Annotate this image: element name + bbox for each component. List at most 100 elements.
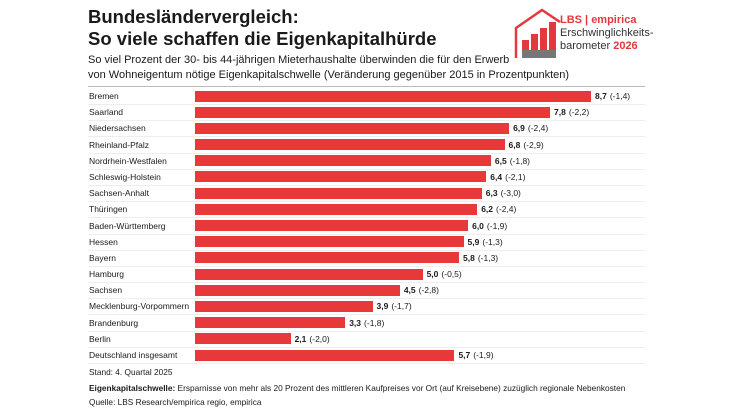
change: (-2,0) [309,333,330,344]
row-divider [88,363,645,365]
row-divider [88,168,645,170]
value-label: 2,1 (-2,0) [295,334,330,344]
logo-brand: LBS | empirica [560,14,637,26]
category-label: Sachsen [89,285,123,296]
logo-year: 2026 [613,40,638,52]
value-label: 6,5 (-1,8) [495,156,530,166]
bar [195,122,510,134]
bar [195,171,487,183]
value: 6,5 [494,155,507,166]
value: 5,7 [458,350,471,361]
bar [195,300,373,312]
category-label: Thüringen [89,204,128,215]
row-divider [88,346,645,348]
category-label: Sachsen-Anhalt [89,188,150,199]
change: (-2,1) [505,171,526,182]
value-label: 7,8 (-2,2) [554,107,589,117]
definition-note: Eigenkapitalschwelle: Ersparnisse von me… [89,383,625,393]
value-label: 5,8 (-1,3) [463,253,498,263]
bar [195,220,469,232]
bar [195,317,346,329]
row-divider [88,136,645,138]
change: (-1,3) [477,252,499,263]
subtitle-line-1: So viel Prozent der 30- bis 44-jährigen … [88,54,510,66]
row-divider [88,298,645,300]
title-line-2: So viele schaffen die Eigenkapitalhürde [88,28,437,49]
row-divider [88,249,645,251]
category-label: Mecklenburg-Vorpommern [89,301,190,312]
change: (-1,8) [509,155,530,166]
definition-text: Ersparnisse von mehr als 20 Prozent des … [175,383,626,393]
bar [195,155,491,167]
bar [195,333,291,345]
row-divider [88,201,645,203]
value: 6,3 [485,188,498,199]
bar [195,236,464,248]
value-label: 3,3 (-1,8) [349,318,384,328]
change: (-1,9) [473,350,494,361]
stand-note: Stand: 4. Quartal 2025 [89,367,173,377]
value: 6,2 [481,204,494,215]
value: 6,0 [472,220,484,231]
change: (-1,4) [609,91,631,101]
row-divider [88,184,645,186]
value: 6,8 [508,139,521,150]
value: 6,9 [513,123,525,134]
category-label: Baden-Württemberg [89,220,166,231]
logo-text: LBS | empirica Erschwinglichkeits- barom… [560,14,654,53]
row-divider [88,152,645,154]
category-label: Hessen [89,236,118,247]
value-label: 6,9 (-2,4) [513,123,548,133]
value-label: 4,5 (-2,8) [404,285,439,295]
bar [195,349,455,361]
value-label: 8,7 (-1,4) [595,91,630,101]
separator [88,86,645,87]
category-label: Saarland [89,107,124,118]
value-label: 6,3 (-3,0) [486,188,521,198]
house-chart-logo-icon [514,8,561,58]
value: 3,9 [376,301,389,312]
value-label: 5,0 (-0,5) [427,269,462,279]
category-label: Schleswig-Holstein [89,171,161,182]
value-label: 5,9 (-1,3) [468,237,503,247]
row-divider [88,265,645,267]
value-label: 5,7 (-1,9) [458,350,493,360]
row-divider [88,217,645,219]
category-label: Niedersachsen [89,123,146,134]
value-label: 6,2 (-2,4) [481,204,516,214]
value: 4,5 [403,285,416,296]
change: (-1,8) [364,317,385,328]
change: (-1,3) [482,236,503,247]
value: 5,8 [463,252,475,263]
change: (-2,2) [568,107,590,118]
row-divider [88,120,645,122]
change: (-1,7) [391,301,412,312]
bar [195,90,591,102]
value: 5,0 [426,269,439,280]
category-label: Brandenburg [89,317,139,328]
value-label: 3,9 (-1,7) [377,301,412,311]
value: 6,4 [490,171,503,182]
definition-label: Eigenkapitalschwelle: [89,383,176,393]
bar [195,203,478,215]
category-label: Bremen [89,91,119,101]
category-label: Berlin [89,333,111,344]
title-line-1: Bundesländervergleich: [88,6,299,27]
value-label: 6,8 (-2,9) [509,140,544,150]
bar [195,187,482,199]
source-note: Quelle: LBS Research/empirica regio, emp… [89,397,262,407]
row-divider [88,330,645,332]
row-divider [88,233,645,235]
bar [195,139,505,151]
category-label: Hamburg [89,269,124,280]
bar [195,284,400,296]
change: (-1,9) [486,220,508,231]
change: (-2,4) [496,204,517,215]
change: (-0,5) [441,269,462,280]
logo-line1: Erschwinglichkeits- [560,27,654,39]
value: 2,1 [294,333,307,344]
value: 5,9 [467,236,480,247]
bar [195,268,423,280]
value-label: 6,4 (-2,1) [490,172,525,182]
